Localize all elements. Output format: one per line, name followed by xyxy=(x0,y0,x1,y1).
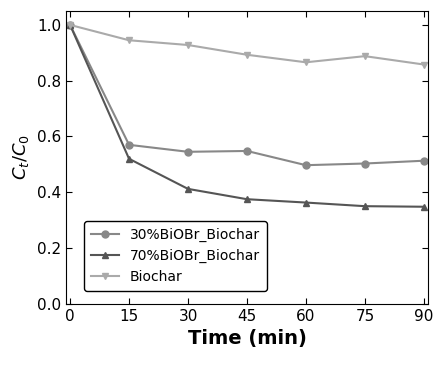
Legend: 30%BiOBr_Biochar, 70%BiOBr_Biochar, Biochar: 30%BiOBr_Biochar, 70%BiOBr_Biochar, Bioc… xyxy=(84,221,267,291)
Line: 70%BiOBr_Biochar: 70%BiOBr_Biochar xyxy=(67,22,427,210)
Biochar xyxy=(421,62,426,67)
70%BiOBr_Biochar xyxy=(303,200,309,205)
70%BiOBr_Biochar xyxy=(362,204,367,208)
30%BiOBr_Biochar xyxy=(67,23,73,27)
30%BiOBr_Biochar xyxy=(185,150,191,154)
70%BiOBr_Biochar xyxy=(185,187,191,191)
Biochar xyxy=(244,53,250,57)
30%BiOBr_Biochar xyxy=(244,149,250,153)
70%BiOBr_Biochar xyxy=(127,157,132,161)
70%BiOBr_Biochar xyxy=(244,197,250,201)
Line: 30%BiOBr_Biochar: 30%BiOBr_Biochar xyxy=(67,22,427,169)
Y-axis label: $C_t$/$C_0$: $C_t$/$C_0$ xyxy=(11,134,31,180)
30%BiOBr_Biochar xyxy=(127,143,132,147)
Biochar xyxy=(67,23,73,27)
Biochar xyxy=(185,43,191,47)
Biochar xyxy=(127,38,132,42)
Line: Biochar: Biochar xyxy=(67,22,427,68)
70%BiOBr_Biochar xyxy=(421,205,426,209)
30%BiOBr_Biochar xyxy=(303,163,309,167)
30%BiOBr_Biochar xyxy=(362,161,367,166)
70%BiOBr_Biochar xyxy=(67,23,73,27)
30%BiOBr_Biochar xyxy=(421,158,426,163)
X-axis label: Time (min): Time (min) xyxy=(187,329,306,348)
Biochar xyxy=(362,54,367,58)
Biochar xyxy=(303,60,309,64)
